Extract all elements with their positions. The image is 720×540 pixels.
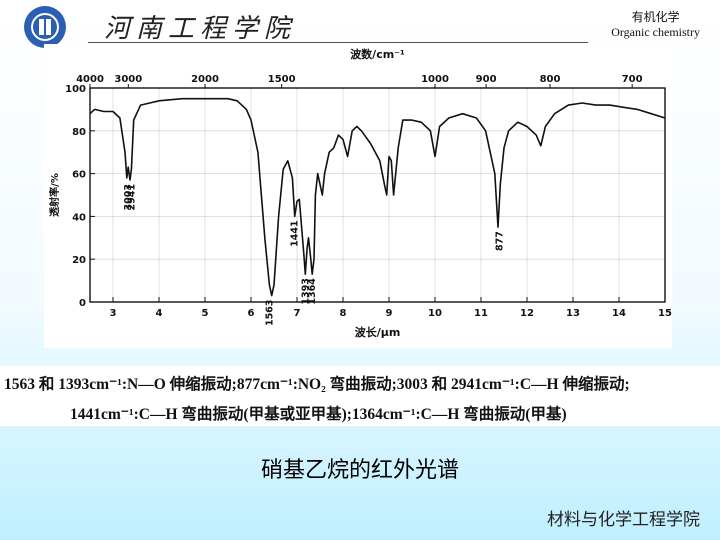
x-tick-label: 9 bbox=[386, 308, 393, 319]
x-tick-label: 5 bbox=[202, 308, 209, 319]
caption-panel: 1563 和 1393cm⁻¹:N—O 伸缩振动;877cm⁻¹:NO₂ 弯曲振… bbox=[0, 366, 720, 426]
course-name-en: Organic chemistry bbox=[611, 25, 700, 39]
peak-label: 1441 bbox=[290, 220, 301, 246]
x-tick-label: 4 bbox=[156, 308, 163, 319]
peak-label: 1364 bbox=[307, 278, 318, 305]
x-tick-label: 8 bbox=[340, 308, 347, 319]
top-tick-label: 800 bbox=[540, 74, 561, 85]
x-tick-label: 6 bbox=[248, 308, 255, 319]
caption-line-2: 1441cm⁻¹:C—H 弯曲振动(甲基或亚甲基);1364cm⁻¹:C—H 弯… bbox=[70, 406, 567, 423]
x-tick-label: 10 bbox=[428, 308, 442, 319]
top-tick-label: 900 bbox=[476, 74, 497, 85]
plot-frame bbox=[89, 87, 666, 303]
x-axis-title: 波长/μm bbox=[355, 325, 401, 339]
x-tick-label: 13 bbox=[566, 308, 580, 319]
school-name: 河南工程学院 bbox=[104, 14, 297, 44]
top-tick-label: 1000 bbox=[421, 74, 449, 85]
x-tick-label: 11 bbox=[474, 308, 488, 319]
department-name: 材料与化学工程学院 bbox=[547, 510, 700, 530]
x-tick-label: 12 bbox=[520, 308, 534, 319]
y-tick-label: 60 bbox=[72, 170, 86, 181]
x-tick-label: 7 bbox=[294, 308, 301, 319]
course-label: 有机化学 Organic chemistry bbox=[611, 10, 700, 40]
peak-label: 877 bbox=[494, 231, 505, 251]
top-tick-label: 4000 bbox=[76, 74, 104, 85]
top-axis-title: 波数/cm⁻¹ bbox=[350, 47, 405, 61]
ir-spectrum-chart: 3 4 5 6 7 8 9 10 11 12 13 14 15 0 20 40 60 80 100 4000 3000 2… bbox=[44, 44, 672, 348]
peak-label: 1563 bbox=[264, 300, 275, 326]
caption-line-1: 1563 和 1393cm⁻¹:N—O 伸缩振动;877cm⁻¹:NO₂ 弯曲振… bbox=[4, 376, 630, 393]
logo-emblem bbox=[31, 13, 59, 41]
school-logo bbox=[24, 6, 66, 48]
x-tick-label: 15 bbox=[658, 308, 672, 319]
x-tick-label: 3 bbox=[110, 308, 117, 319]
y-tick-label: 40 bbox=[72, 212, 86, 223]
peak-label: 3003 bbox=[123, 184, 134, 210]
top-tick-label: 3000 bbox=[114, 74, 142, 85]
y-tick-label: 0 bbox=[79, 298, 86, 309]
peak-label: 2941 bbox=[126, 184, 137, 210]
top-tick-label: 2000 bbox=[191, 74, 219, 85]
spectrum-line-0 bbox=[89, 97, 666, 297]
top-tick-label: 700 bbox=[622, 74, 643, 85]
y-tick-label: 20 bbox=[72, 255, 86, 266]
y-tick-label: 80 bbox=[72, 127, 86, 138]
course-name-cn: 有机化学 bbox=[631, 10, 680, 24]
header-divider bbox=[88, 42, 588, 43]
y-tick-label: 100 bbox=[65, 84, 86, 95]
x-tick-label: 14 bbox=[612, 308, 626, 319]
peak-label: 1393 bbox=[300, 278, 311, 304]
figure-title: 硝基乙烷的红外光谱 bbox=[260, 458, 459, 483]
top-tick-label: 1500 bbox=[268, 74, 296, 85]
y-axis-title: 透射率/% bbox=[48, 173, 61, 217]
